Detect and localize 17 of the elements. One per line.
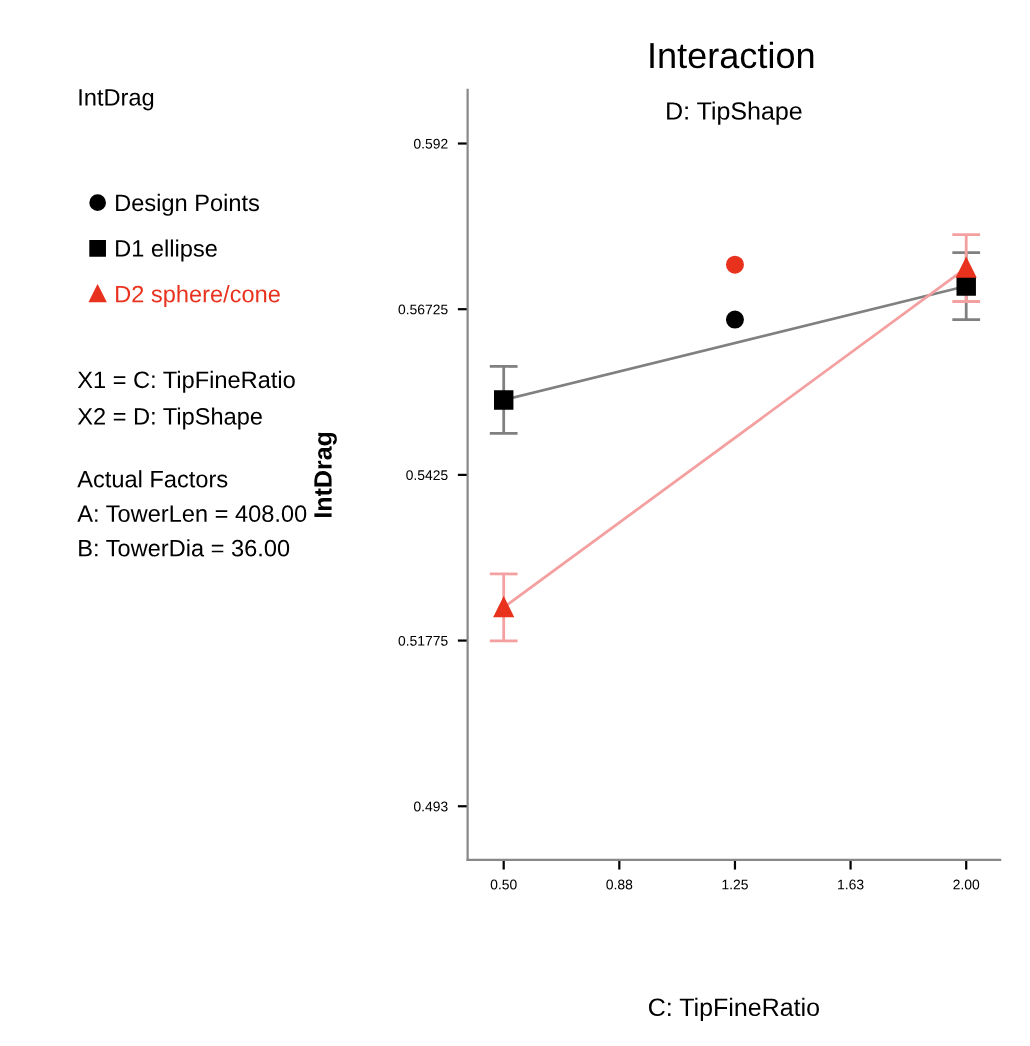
- chart-subtitle: D: TipShape: [667, 101, 802, 125]
- chart-title: Interaction: [650, 41, 814, 69]
- x-axis-title: C: TipFineRatio: [649, 997, 819, 1022]
- point: [956, 258, 976, 278]
- legend-label: Design Points: [116, 193, 259, 216]
- text: A: TowerLen = 408.00: [77, 505, 307, 523]
- text: IntDrag: [79, 89, 154, 111]
- text: X1 = C: TipFineRatio: [77, 370, 295, 393]
- y-axis-title: IntDrag: [314, 432, 337, 517]
- point: [493, 597, 514, 618]
- legend-label: D2 sphere/cone: [116, 285, 280, 308]
- text: B: TowerDia = 36.00: [79, 539, 290, 557]
- point: [956, 276, 976, 296]
- text: X2 = D: TipShape: [77, 407, 262, 430]
- legend-label: D1 ellipse: [116, 239, 217, 262]
- text: Actual Factors: [77, 470, 228, 488]
- point: [493, 390, 514, 410]
